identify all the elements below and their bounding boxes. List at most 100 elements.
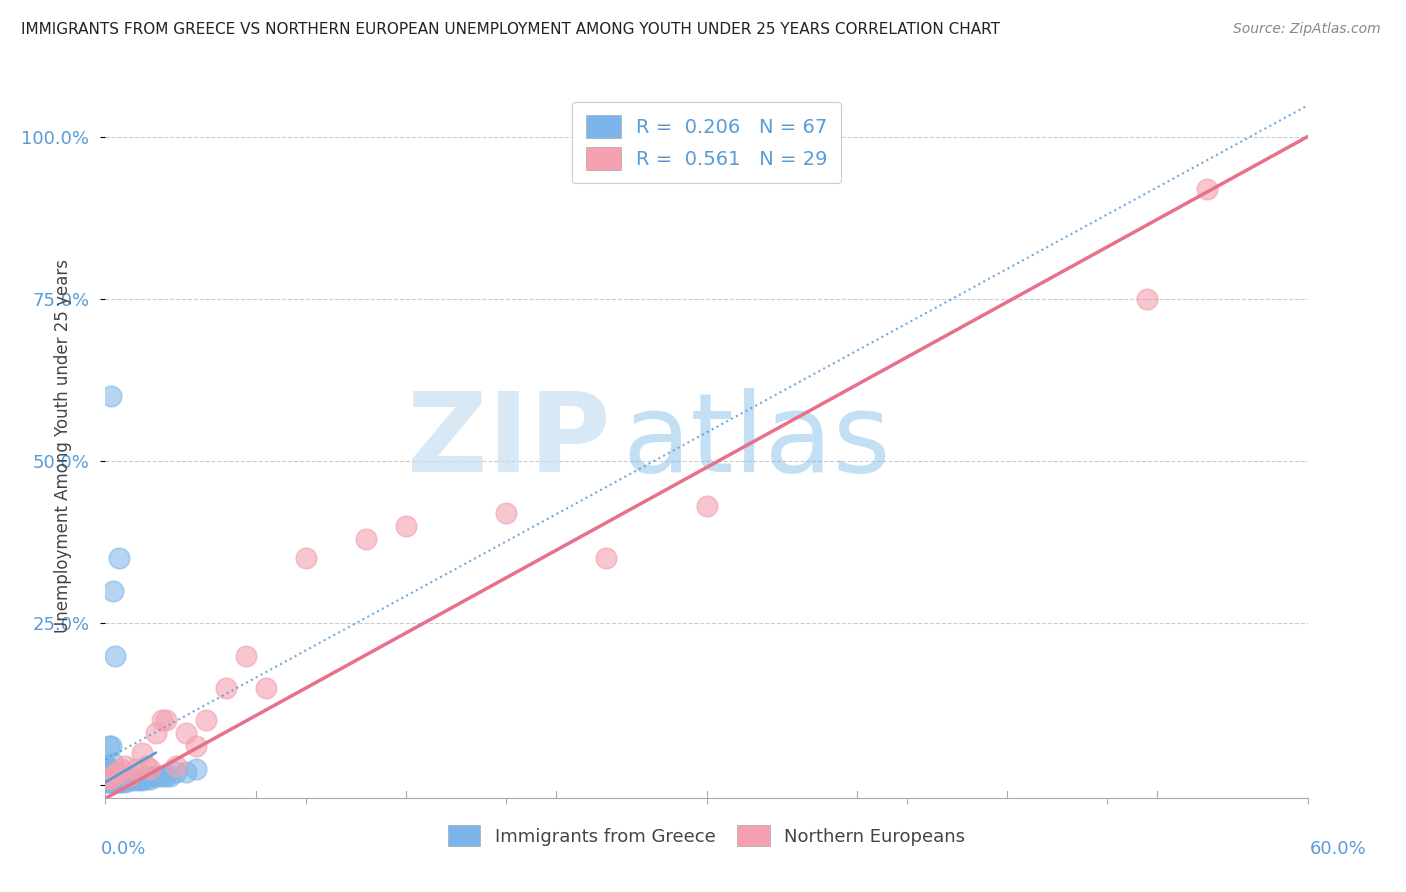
Point xyxy=(142,769,165,783)
Legend: Immigrants from Greece, Northern Europeans: Immigrants from Greece, Northern Europea… xyxy=(440,818,973,854)
Point xyxy=(96,766,118,780)
Point xyxy=(96,769,118,783)
Point xyxy=(118,773,141,788)
Point xyxy=(96,772,118,786)
Point xyxy=(128,772,150,786)
Point xyxy=(135,769,157,783)
Point xyxy=(96,771,118,785)
Point xyxy=(100,773,122,788)
Point xyxy=(96,759,118,773)
Point xyxy=(103,769,125,783)
Text: ZIP: ZIP xyxy=(406,388,610,495)
Point xyxy=(295,551,318,566)
Point xyxy=(96,762,118,776)
Point xyxy=(1197,181,1219,195)
Point xyxy=(100,772,122,786)
Point xyxy=(235,648,257,663)
Point xyxy=(145,726,167,740)
Point xyxy=(1136,292,1159,306)
Point xyxy=(107,775,129,789)
Point xyxy=(98,772,121,786)
Point xyxy=(110,772,132,786)
Point xyxy=(138,772,160,786)
Point xyxy=(159,769,181,783)
Point xyxy=(184,762,207,776)
Point xyxy=(184,739,207,754)
Text: 0.0%: 0.0% xyxy=(101,840,146,858)
Point xyxy=(104,648,127,663)
Point xyxy=(103,756,125,770)
Point xyxy=(124,772,146,786)
Point xyxy=(108,551,131,566)
Point xyxy=(595,551,617,566)
Point xyxy=(122,773,145,788)
Point xyxy=(138,762,160,776)
Point xyxy=(214,681,236,695)
Text: Source: ZipAtlas.com: Source: ZipAtlas.com xyxy=(1233,22,1381,37)
Point xyxy=(117,772,139,786)
Point xyxy=(110,762,132,776)
Point xyxy=(155,714,177,728)
Point xyxy=(96,765,118,780)
Point xyxy=(127,773,149,788)
Point xyxy=(108,775,131,789)
Text: IMMIGRANTS FROM GREECE VS NORTHERN EUROPEAN UNEMPLOYMENT AMONG YOUTH UNDER 25 YE: IMMIGRANTS FROM GREECE VS NORTHERN EUROP… xyxy=(21,22,1000,37)
Point xyxy=(100,769,122,783)
Point xyxy=(254,681,277,695)
Point xyxy=(114,775,136,789)
Point xyxy=(103,773,125,788)
Point xyxy=(108,772,131,786)
Point xyxy=(112,773,135,788)
Point xyxy=(98,765,121,780)
Point xyxy=(98,766,121,780)
Point xyxy=(100,771,122,785)
Point xyxy=(131,746,153,760)
Point xyxy=(100,389,122,403)
Point xyxy=(98,771,121,785)
Text: 60.0%: 60.0% xyxy=(1310,840,1367,858)
Point xyxy=(150,769,173,783)
Point xyxy=(174,765,197,780)
Point xyxy=(165,759,187,773)
Point xyxy=(121,772,143,786)
Point xyxy=(103,769,125,783)
Point xyxy=(103,772,125,786)
Point xyxy=(98,769,121,783)
Point xyxy=(104,769,127,783)
Point xyxy=(696,500,718,514)
Point xyxy=(354,532,377,546)
Point xyxy=(135,772,157,786)
Point xyxy=(100,771,122,785)
Point xyxy=(495,506,517,520)
Point xyxy=(100,739,122,754)
Point xyxy=(146,769,169,783)
Point xyxy=(104,772,127,786)
Point xyxy=(131,773,153,788)
Text: atlas: atlas xyxy=(623,388,891,495)
Point xyxy=(174,726,197,740)
Point xyxy=(155,769,177,783)
Point xyxy=(104,775,127,789)
Point xyxy=(98,762,121,776)
Point xyxy=(118,769,141,783)
Point xyxy=(100,775,122,789)
Point xyxy=(98,773,121,788)
Point xyxy=(96,773,118,788)
Point xyxy=(98,772,121,786)
Point xyxy=(100,766,122,780)
Point xyxy=(107,773,129,788)
Point xyxy=(150,714,173,728)
Point xyxy=(395,519,418,533)
Point xyxy=(124,762,146,776)
Point xyxy=(114,759,136,773)
Point xyxy=(194,714,217,728)
Point xyxy=(96,775,118,789)
Point xyxy=(103,775,125,789)
Text: Unemployment Among Youth under 25 years: Unemployment Among Youth under 25 years xyxy=(55,259,72,633)
Point xyxy=(135,759,157,773)
Point xyxy=(114,773,136,788)
Point xyxy=(98,775,121,789)
Point xyxy=(98,739,121,754)
Point xyxy=(165,765,187,780)
Point xyxy=(103,583,125,598)
